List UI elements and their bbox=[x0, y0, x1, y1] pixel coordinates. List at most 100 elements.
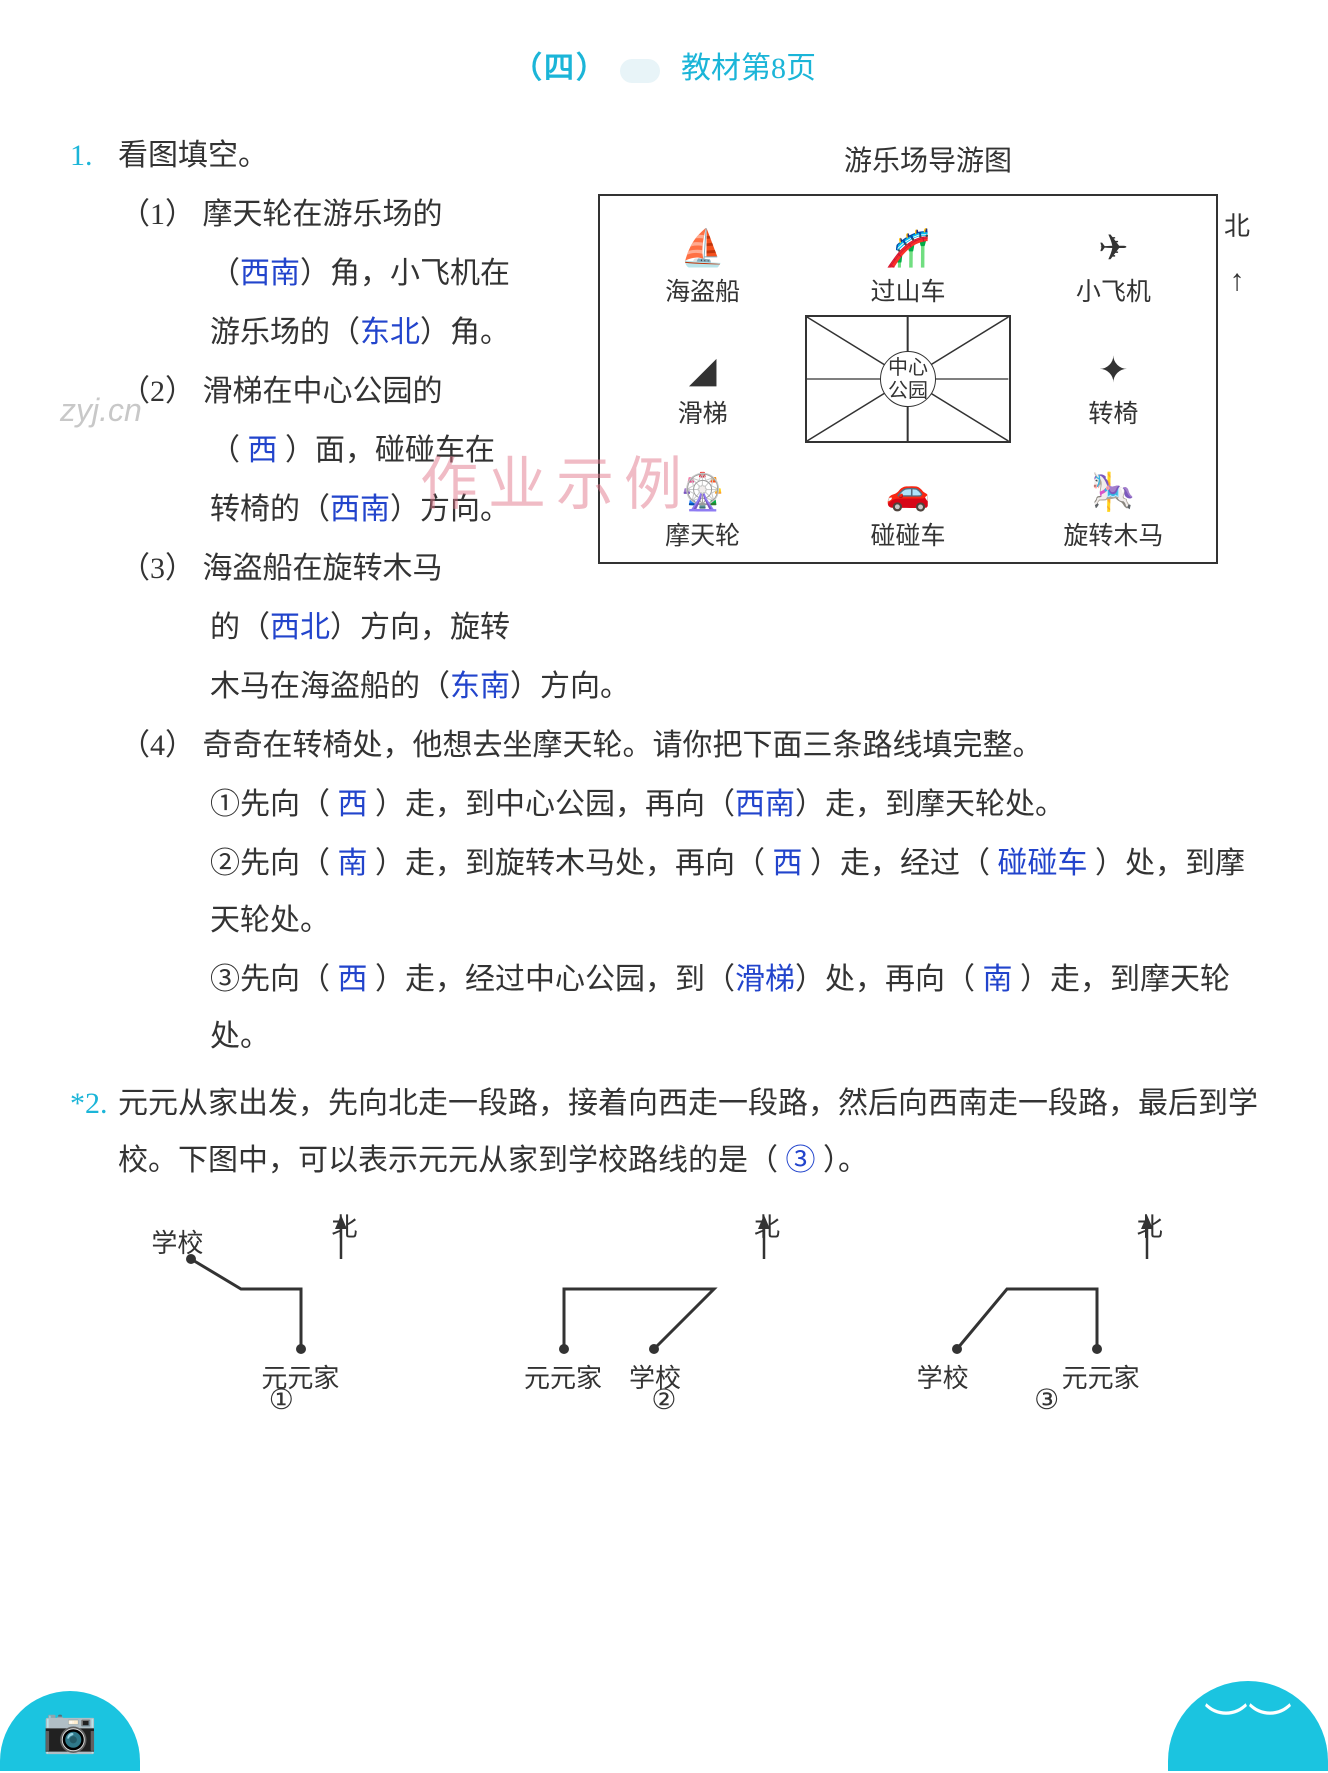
r1-a2: 西南 bbox=[735, 788, 795, 821]
cell-n-label: 过山车 bbox=[870, 269, 945, 317]
sleep-button[interactable]: ︶︶ bbox=[1168, 1681, 1328, 1771]
p3-t1: 海盗船在旋转木马 bbox=[203, 552, 443, 585]
p1-t2: 角，小飞机在 bbox=[330, 257, 510, 290]
r3-m2: ）处，再向（ bbox=[795, 963, 975, 996]
p1-num: （1） bbox=[120, 198, 195, 231]
d3-north: 北 bbox=[1137, 1203, 1163, 1252]
camera-icon: 📷 bbox=[43, 1689, 98, 1773]
d2-home: 元元家 bbox=[524, 1354, 602, 1403]
d3-school: 学校 bbox=[917, 1354, 969, 1403]
p3-t2: 的（ bbox=[210, 611, 270, 644]
cell-s-label: 碰碰车 bbox=[870, 513, 945, 561]
r3-m1: ）走，经过中心公园，到（ bbox=[375, 963, 735, 996]
p4-num: （4） bbox=[120, 729, 195, 762]
d2-north: 北 bbox=[754, 1203, 780, 1252]
cloud-icon bbox=[620, 59, 660, 83]
route2: ②先向（ 南 ）走，到旋转木马处，再向（ 西 ）走，经过（ 碰碰车 ）处，到摩天… bbox=[70, 835, 1258, 949]
cell-e-label: 转椅 bbox=[1088, 391, 1138, 439]
cell-w: ◢滑梯 bbox=[600, 318, 805, 440]
r1-m2: ）走，到摩天轮处。 bbox=[795, 788, 1065, 821]
route3: ③先向（ 西 ）走，经过中心公园，到（滑梯）处，再向（ 南 ）走，到摩天轮处。 bbox=[70, 951, 1258, 1065]
cell-se-label: 旋转木马 bbox=[1063, 513, 1163, 561]
closed-eye-icon: ︶︶ bbox=[1204, 1684, 1292, 1768]
route1: ①先向（ 西 ）走，到中心公园，再向（西南）走，到摩天轮处。 bbox=[70, 776, 1258, 833]
p2-t1: 滑梯在中心公园的 bbox=[203, 375, 443, 408]
p3-t3: ）方向，旋转 bbox=[330, 611, 510, 644]
center-park-label: 中心 公园 bbox=[880, 351, 936, 407]
diagram-2: 北 元元家 学校 ② bbox=[514, 1209, 814, 1419]
center-line1: 中心 bbox=[888, 357, 928, 379]
north-indicator: 北 bbox=[1224, 202, 1250, 308]
q1-item1-l3: 游乐场的（东北）角。 bbox=[70, 304, 580, 361]
spinner-icon: ✦ bbox=[1098, 351, 1128, 391]
cell-nw-label: 海盗船 bbox=[665, 269, 740, 317]
north-label: 北 bbox=[1224, 212, 1250, 241]
diagram-3: 北 学校 元元家 ③ bbox=[897, 1209, 1197, 1419]
r3-pre: ③先向（ bbox=[210, 963, 330, 996]
q2-number: 2. bbox=[85, 1087, 108, 1120]
page-header: （四） 教材第8页 bbox=[70, 40, 1258, 97]
bumper-car-icon: 🚗 bbox=[886, 473, 931, 513]
r3-a2: 滑梯 bbox=[735, 963, 795, 996]
center-line2: 公园 bbox=[888, 380, 928, 402]
plane-icon: ✈ bbox=[1098, 229, 1128, 269]
q1-item4: （4） 奇奇在转椅处，他想去坐摩天轮。请你把下面三条路线填完整。 bbox=[70, 717, 1258, 774]
q2-answer: ③ bbox=[785, 1144, 815, 1177]
cell-ne: ✈小飞机 bbox=[1011, 196, 1216, 318]
q1-item1: （1） 摩天轮在游乐场的 bbox=[70, 186, 580, 243]
d1-north: 北 bbox=[331, 1203, 357, 1252]
p1-t1: 摩天轮在游乐场的 bbox=[203, 198, 443, 231]
r2-m1: ）走，到旋转木马处，再向（ bbox=[375, 847, 765, 880]
r2-a2: 西 bbox=[773, 847, 803, 880]
rollercoaster-icon: 🎢 bbox=[886, 229, 931, 269]
carousel-icon: 🎠 bbox=[1091, 473, 1136, 513]
pirate-ship-icon: ⛵ bbox=[680, 229, 725, 269]
q2-star: * bbox=[70, 1087, 85, 1120]
example-watermark: 作业示例 bbox=[420, 430, 692, 540]
p3-a2: 东南 bbox=[450, 670, 510, 703]
p2-t3: 转椅的（ bbox=[210, 493, 330, 526]
slide-icon: ◢ bbox=[689, 351, 717, 391]
map-title: 游乐场导游图 bbox=[598, 135, 1258, 188]
cell-nw: ⛵海盗船 bbox=[600, 196, 805, 318]
q1-item3-l2: 的（西北）方向，旋转 bbox=[70, 599, 580, 656]
d3-num: ③ bbox=[1034, 1374, 1059, 1427]
q1-item3: （3） 海盗船在旋转木马 bbox=[70, 540, 580, 597]
p3-a1: 西北 bbox=[270, 611, 330, 644]
r1-pre: ①先向（ bbox=[210, 788, 330, 821]
cell-center: 中心 公园 bbox=[805, 315, 1010, 443]
textbook-reference: 教材第8页 bbox=[681, 52, 816, 85]
d2-num: ② bbox=[651, 1374, 676, 1427]
r3-a1: 西 bbox=[338, 963, 368, 996]
r2-pre: ②先向（ bbox=[210, 847, 330, 880]
diagram-1: 学校 北 元元家 ① bbox=[131, 1209, 431, 1419]
p4-intro: 奇奇在转椅处，他想去坐摩天轮。请你把下面三条路线填完整。 bbox=[203, 729, 1043, 762]
park-map: 游乐场导游图 北 ⛵海盗船 🎢过山车 ✈小飞机 ◢滑梯 中心 公园 ✦转椅 bbox=[598, 135, 1258, 564]
p3-t4: 木马在海盗船的（ bbox=[210, 670, 450, 703]
r1-m1: ）走，到中心公园，再向（ bbox=[375, 788, 735, 821]
p1-a2: 东北 bbox=[360, 316, 420, 349]
p2-a2: 西南 bbox=[330, 493, 390, 526]
north-arrow-icon bbox=[1224, 252, 1250, 309]
section-number: （四） bbox=[512, 52, 608, 85]
q2-text2: ）。 bbox=[823, 1144, 868, 1177]
d1-num: ① bbox=[269, 1374, 294, 1427]
q1-item1-l2: （西南）角，小飞机在 bbox=[70, 245, 580, 302]
question-2: *2. 元元从家出发，先向北走一段路，接着向西走一段路，然后向西南走一段路，最后… bbox=[70, 1075, 1258, 1189]
p3-t5: ）方向。 bbox=[510, 670, 630, 703]
d1-school: 学校 bbox=[151, 1219, 203, 1268]
q1-number: 1. bbox=[70, 139, 93, 172]
r3-a3: 南 bbox=[983, 963, 1013, 996]
r2-m2: ）走，经过（ bbox=[810, 847, 990, 880]
route-diagrams: 学校 北 元元家 ① 北 元元家 学校 ② 北 学校 元元家 ③ bbox=[70, 1209, 1258, 1419]
r1-a1: 西 bbox=[338, 788, 368, 821]
d3-home: 元元家 bbox=[1062, 1354, 1140, 1403]
camera-button[interactable]: 📷 bbox=[0, 1691, 140, 1771]
p2-a1: 西 bbox=[248, 434, 278, 467]
cell-n: 🎢过山车 bbox=[805, 196, 1010, 318]
p1-t4: ）角。 bbox=[420, 316, 510, 349]
site-watermark: zyj.cn bbox=[60, 380, 142, 441]
q1-item3-l3: 木马在海盗船的（东南）方向。 bbox=[70, 658, 1258, 715]
cell-e: ✦转椅 bbox=[1011, 318, 1216, 440]
cell-se: 🎠旋转木马 bbox=[1011, 440, 1216, 562]
